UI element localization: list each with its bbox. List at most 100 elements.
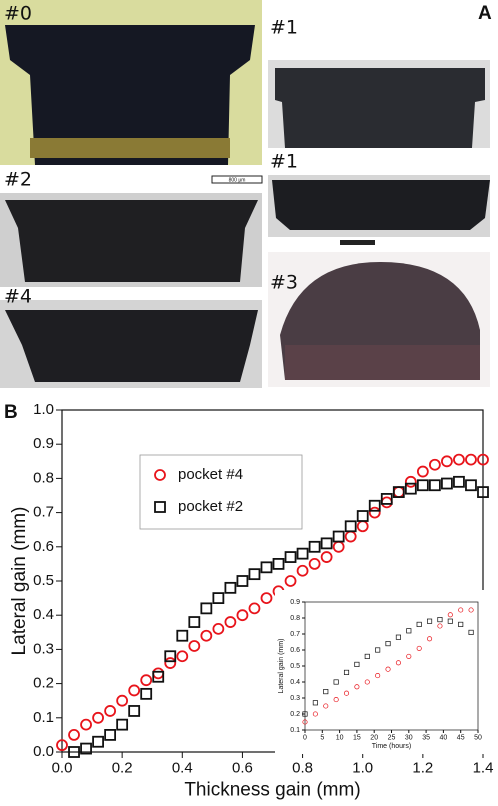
circle-marker (152, 667, 165, 680)
circle-marker (343, 690, 350, 696)
image-label: #2 (4, 169, 32, 191)
circle-marker (427, 636, 433, 642)
x-tick-label: 50 (474, 735, 482, 742)
square-marker (468, 629, 474, 635)
y-tick-label: 0.7 (290, 631, 300, 638)
circle-marker (356, 520, 369, 533)
square-marker (176, 629, 189, 642)
circle-marker (176, 650, 189, 663)
circle-marker (92, 711, 104, 724)
square-marker (92, 735, 104, 748)
square-marker (453, 475, 465, 488)
square-marker (164, 650, 177, 663)
circle-marker (200, 629, 213, 642)
x-tick-label: 35 (422, 735, 430, 742)
square-marker (375, 647, 381, 653)
circle-marker (368, 506, 381, 519)
y-tick-label: 0.2 (33, 675, 54, 692)
square-marker (385, 641, 391, 647)
square-marker (302, 711, 308, 717)
circle-marker (380, 496, 393, 509)
y-tick-label: 0.0 (33, 743, 54, 760)
circle-marker (477, 453, 489, 466)
circle-marker (116, 694, 129, 707)
square-marker (104, 729, 117, 741)
square-marker (323, 689, 329, 695)
circle-marker (447, 612, 453, 618)
circle-marker (68, 729, 80, 741)
circle-marker (354, 684, 360, 690)
square-marker (368, 499, 381, 512)
photo-sample (5, 25, 255, 165)
y-tick-label: 0.3 (290, 695, 300, 702)
circle-marker (465, 453, 477, 466)
legend-label: pocket #4 (178, 466, 243, 483)
square-marker (406, 628, 412, 634)
legend-box (139, 454, 303, 530)
square-marker (392, 486, 405, 498)
square-marker (312, 700, 318, 706)
x-tick-label: 1.2 (412, 759, 433, 776)
square-marker (68, 746, 80, 758)
square-marker (447, 618, 453, 624)
circle-marker (428, 458, 441, 471)
image-label: #4 (4, 286, 32, 308)
circle-marker (406, 653, 412, 659)
circle-marker (312, 711, 318, 717)
y-tick-label: 0.3 (33, 640, 54, 657)
square-marker (344, 520, 357, 533)
circle-marker (212, 622, 225, 635)
y-axis-label: Lateral gain (mm) (9, 507, 30, 656)
x-tick-label: 10 (336, 735, 344, 742)
circle-marker (248, 602, 261, 615)
inset-background (275, 590, 486, 754)
square-marker (200, 602, 213, 615)
square-marker (437, 617, 443, 623)
x-tick-label: 25 (388, 735, 396, 742)
circle-marker (260, 592, 273, 604)
y-tick-label: 0.6 (290, 647, 300, 654)
y-tick-label: 0.8 (290, 615, 300, 622)
x-tick-label: 0.6 (232, 759, 253, 776)
square-marker (224, 581, 237, 594)
square-marker (248, 568, 261, 581)
square-marker (364, 653, 370, 659)
x-tick-label: 0.8 (292, 759, 313, 776)
circle-marker (332, 540, 345, 553)
image-label: #1 (270, 17, 298, 39)
y-tick-label: 0.4 (33, 606, 54, 623)
circle-marker (385, 666, 391, 672)
square-marker (332, 530, 345, 543)
y-tick-label: 0.4 (290, 679, 300, 686)
y-tick-label: 0.6 (33, 538, 54, 555)
square-marker (356, 510, 369, 522)
circle-marker (236, 609, 249, 622)
square-marker (477, 486, 489, 498)
x-tick-label: 5 (320, 735, 324, 742)
square-marker (154, 501, 166, 513)
square-marker (416, 479, 429, 492)
scale-bar (211, 175, 263, 184)
y-tick-label: 0.9 (33, 435, 54, 452)
square-marker (416, 621, 422, 627)
square-marker (458, 621, 464, 627)
circle-marker (468, 607, 474, 613)
y-tick-label: 0.8 (33, 469, 54, 486)
circle-marker (437, 623, 443, 629)
y-tick-label: 1.0 (33, 401, 54, 418)
photo-sample (5, 310, 258, 382)
circle-marker (56, 739, 68, 752)
photo-sample (275, 68, 485, 148)
circle-marker (128, 684, 141, 697)
square-marker (333, 679, 339, 685)
square-marker (320, 537, 333, 550)
panel-label: A (478, 3, 492, 24)
square-marker (272, 558, 285, 570)
circle-marker (458, 607, 464, 613)
x-tick-label: 0 (303, 735, 307, 742)
y-axis-label: Lateral gain (mm) (278, 639, 285, 694)
circle-marker (364, 679, 370, 685)
image-label: #0 (4, 3, 32, 25)
y-tick-label: 0.7 (33, 504, 54, 521)
